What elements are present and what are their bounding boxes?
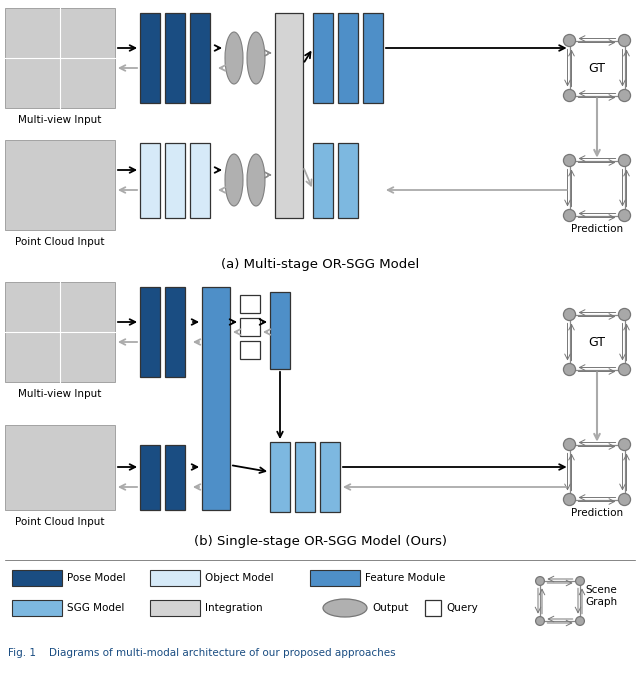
Bar (310, 570, 360, 586)
Bar (570, 40, 625, 96)
Circle shape (563, 363, 575, 376)
Text: Output: Output (372, 603, 408, 613)
Bar (140, 143, 160, 217)
Circle shape (575, 577, 584, 586)
Bar (570, 160, 625, 215)
Circle shape (618, 308, 630, 320)
Text: Prediction: Prediction (571, 507, 623, 518)
Bar (140, 13, 160, 103)
Bar (270, 292, 290, 369)
Text: GT: GT (589, 61, 605, 75)
Bar (570, 314, 625, 369)
Text: Scene
Graph: Scene Graph (585, 586, 617, 607)
Circle shape (563, 209, 575, 221)
Text: Point Cloud Input: Point Cloud Input (15, 517, 105, 527)
Bar (313, 13, 333, 103)
Bar (240, 318, 260, 336)
Circle shape (563, 438, 575, 450)
Text: Multi-view Input: Multi-view Input (19, 389, 102, 399)
Bar (150, 570, 200, 586)
Circle shape (618, 363, 630, 376)
Circle shape (563, 493, 575, 505)
Circle shape (536, 577, 545, 586)
Bar (363, 13, 383, 103)
Bar (270, 442, 290, 512)
Circle shape (618, 438, 630, 450)
Ellipse shape (247, 32, 265, 84)
Text: (b) Single-stage OR-SGG Model (Ours): (b) Single-stage OR-SGG Model (Ours) (193, 535, 447, 548)
Bar (240, 295, 260, 313)
Text: Point Cloud Input: Point Cloud Input (15, 237, 105, 247)
Bar (313, 143, 333, 217)
Text: GT: GT (589, 336, 605, 349)
Bar (5, 425, 115, 510)
Bar (5, 282, 115, 382)
Circle shape (618, 154, 630, 166)
Bar (202, 287, 230, 509)
Circle shape (618, 209, 630, 221)
Bar (320, 442, 340, 512)
Text: Fig. 1    Diagrams of multi-modal architecture of our proposed approaches: Fig. 1 Diagrams of multi-modal architect… (8, 648, 396, 658)
Bar (540, 581, 580, 621)
Bar (165, 13, 185, 103)
Ellipse shape (225, 154, 243, 206)
Circle shape (536, 616, 545, 625)
Bar (275, 13, 303, 217)
Ellipse shape (225, 32, 243, 84)
Text: SGG Model: SGG Model (67, 603, 124, 613)
Ellipse shape (247, 154, 265, 206)
Bar (140, 287, 160, 377)
Circle shape (618, 90, 630, 102)
Bar (190, 143, 210, 217)
Circle shape (575, 616, 584, 625)
Circle shape (563, 34, 575, 46)
Bar (165, 444, 185, 509)
Bar (295, 442, 315, 512)
Circle shape (618, 34, 630, 46)
Text: Prediction: Prediction (571, 223, 623, 234)
Text: Feature Module: Feature Module (365, 573, 445, 583)
Text: (a) Multi-stage OR-SGG Model: (a) Multi-stage OR-SGG Model (221, 258, 419, 271)
Bar (190, 13, 210, 103)
Bar (240, 341, 260, 359)
Bar (570, 444, 625, 499)
Circle shape (563, 154, 575, 166)
Bar (5, 8, 115, 108)
Bar (338, 143, 358, 217)
Circle shape (563, 90, 575, 102)
Bar (150, 600, 200, 616)
Bar (12, 600, 62, 616)
Ellipse shape (323, 599, 367, 617)
Text: Object Model: Object Model (205, 573, 274, 583)
Bar (425, 600, 441, 616)
Bar (5, 140, 115, 230)
Bar (165, 143, 185, 217)
Bar (165, 287, 185, 377)
Bar (12, 570, 62, 586)
Bar (338, 13, 358, 103)
Circle shape (563, 308, 575, 320)
Text: Query: Query (446, 603, 477, 613)
Circle shape (618, 493, 630, 505)
Text: Multi-view Input: Multi-view Input (19, 115, 102, 125)
Text: Pose Model: Pose Model (67, 573, 125, 583)
Bar (140, 444, 160, 509)
Text: Integration: Integration (205, 603, 262, 613)
